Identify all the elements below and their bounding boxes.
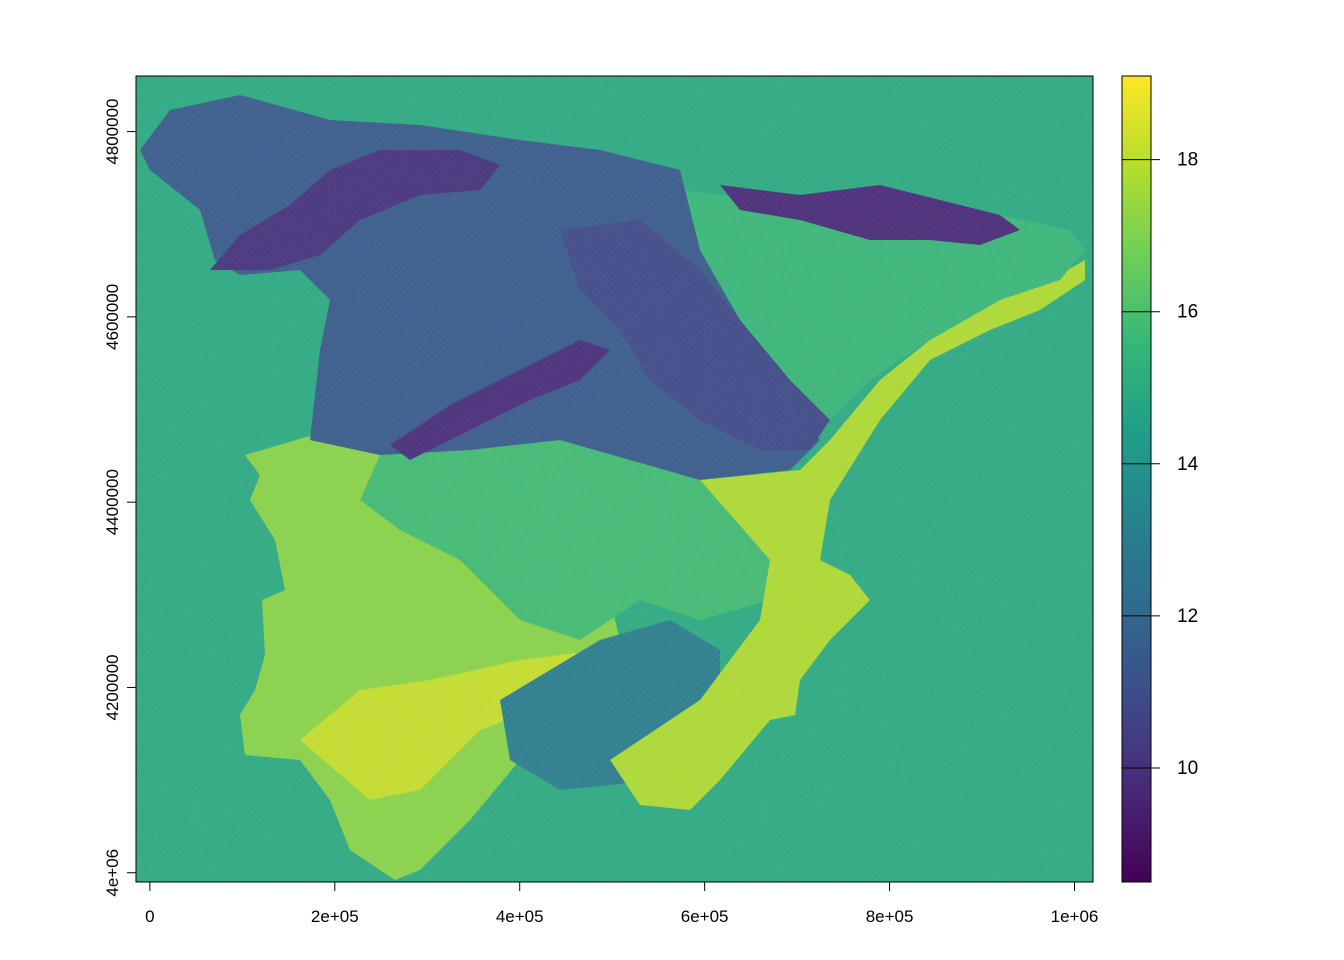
y-tick-label: 4600000 — [103, 284, 122, 350]
x-tick-label: 8e+05 — [866, 907, 914, 926]
colorbar-gradient — [1122, 76, 1151, 882]
colorbar-tick-label: 10 — [1177, 758, 1198, 779]
colorbar-tick-label: 16 — [1177, 302, 1198, 323]
colorbar-ticks: 10 12 14 16 18 — [1122, 150, 1199, 779]
x-tick-label: 0 — [145, 907, 154, 926]
colorbar-frame — [1121, 75, 1152, 883]
colorbar-tick-label: 12 — [1177, 606, 1198, 627]
raster-texture — [136, 76, 1093, 882]
colorbar-tick-label: 18 — [1177, 150, 1198, 171]
x-tick-label: 6e+05 — [681, 907, 729, 926]
y-tick-label: 4e+06 — [103, 849, 122, 897]
y-axis: 4e+06 4200000 4400000 4600000 4800000 — [103, 98, 137, 897]
colorbar-tick-label: 14 — [1177, 454, 1199, 475]
colorbar: 10 12 14 16 18 — [1121, 75, 1199, 883]
y-tick-label: 4400000 — [103, 469, 122, 535]
raster-plot — [136, 76, 1093, 882]
x-tick-label: 4e+05 — [496, 907, 544, 926]
x-axis: 0 2e+05 4e+05 6e+05 8e+05 1e+06 — [145, 881, 1099, 926]
x-tick-label: 2e+05 — [311, 907, 359, 926]
x-tick-label: 1e+06 — [1051, 907, 1099, 926]
y-tick-label: 4800000 — [103, 98, 122, 164]
y-tick-label: 4200000 — [103, 654, 122, 720]
